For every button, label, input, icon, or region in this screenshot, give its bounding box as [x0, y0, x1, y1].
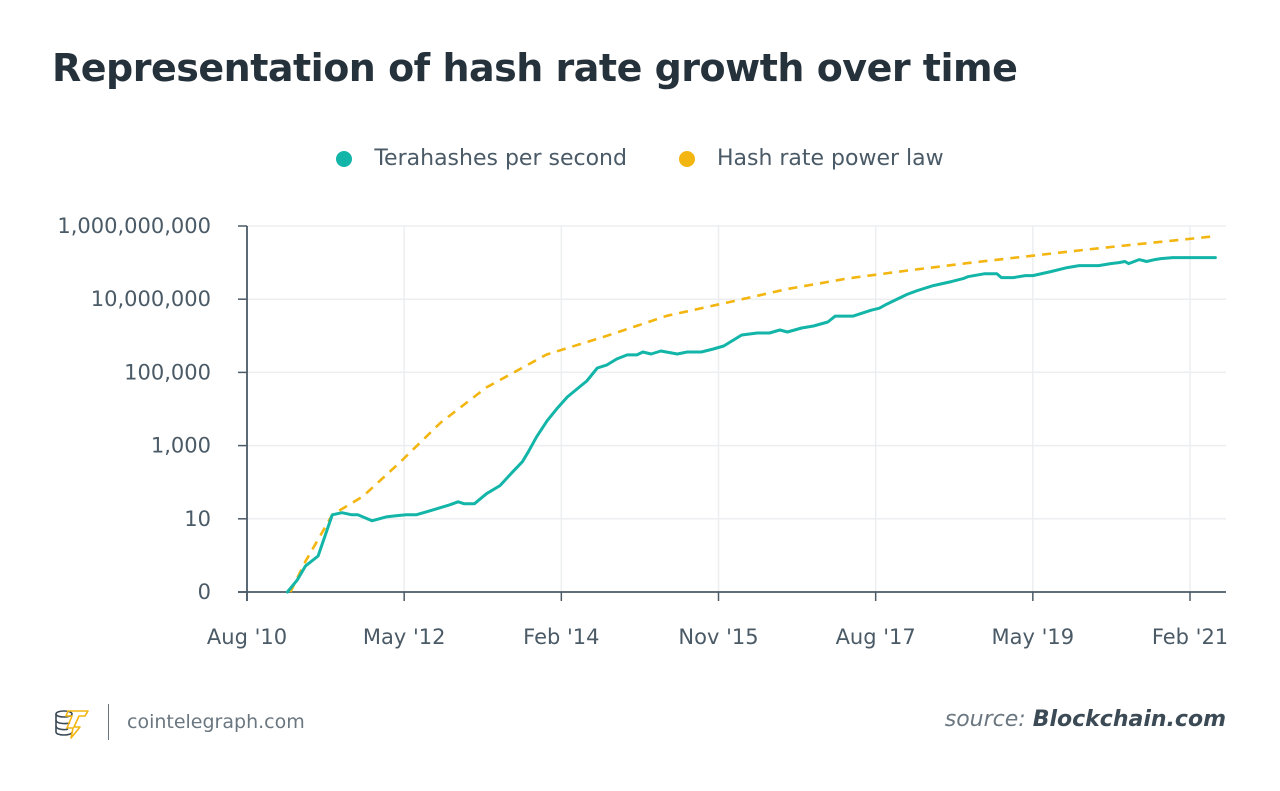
- series-line-power-law: [289, 234, 1216, 593]
- x-tick-label: May '19: [992, 625, 1075, 649]
- x-axis-ticks: Aug '10 May '12 Feb '14 Nov '15 Aug '17 May '…: [207, 592, 1228, 649]
- footer-divider: [108, 704, 109, 740]
- x-tick-label: Aug '10: [207, 625, 287, 649]
- x-tick-label: Aug '17: [836, 625, 916, 649]
- legend-item-terahashes[interactable]: Terahashes per second: [336, 146, 627, 171]
- y-tick-label: 10,000,000: [91, 287, 211, 311]
- legend-label-power-law: Hash rate power law: [716, 146, 944, 171]
- legend-dot-terahashes: [336, 150, 353, 167]
- footer-source: source: Blockchain.com: [945, 707, 1226, 732]
- x-tick-label: Feb '14: [523, 625, 599, 649]
- chart-area: 0 10 1,000 100,000 10,000,000 1,000,000,000 A…: [57, 214, 1228, 649]
- footer-site-link[interactable]: cointelegraph.com: [127, 711, 305, 733]
- footer-brand: cointelegraph.com: [52, 704, 305, 740]
- y-tick-label: 1,000,000,000: [57, 214, 211, 238]
- y-tick-label: 10: [184, 507, 211, 531]
- axes: [238, 226, 1226, 601]
- series-line-terahashes: [285, 256, 1217, 594]
- x-tick-label: Nov '15: [678, 625, 758, 649]
- chart-title: Representation of hash rate growth over …: [52, 46, 1018, 90]
- legend: Terahashes per second Hash rate power la…: [0, 146, 1280, 171]
- series-lines: [285, 234, 1217, 594]
- legend-item-power-law[interactable]: Hash rate power law: [678, 146, 944, 171]
- y-tick-label: 100,000: [124, 360, 211, 384]
- legend-label-terahashes: Terahashes per second: [374, 146, 627, 171]
- y-axis-ticks: 0 10 1,000 100,000 10,000,000 1,000,000,000: [57, 214, 247, 604]
- x-tick-label: May '12: [363, 625, 446, 649]
- legend-dot-power-law: [678, 150, 695, 167]
- source-label: source:: [944, 707, 1026, 732]
- y-tick-label: 0: [198, 580, 211, 604]
- source-name: Blockchain.com: [1032, 707, 1226, 732]
- y-tick-label: 1,000: [151, 434, 211, 458]
- cointelegraph-logo-icon: [55, 710, 89, 739]
- gridlines: [247, 225, 1226, 592]
- x-tick-label: Feb '21: [1152, 625, 1228, 649]
